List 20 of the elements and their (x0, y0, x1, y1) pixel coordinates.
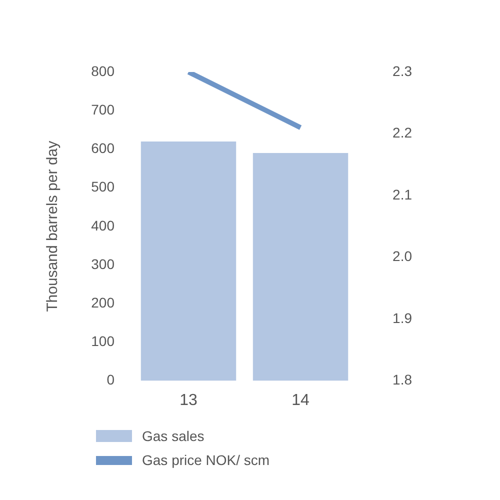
x-tick-label: 14 (292, 392, 310, 409)
y-tick-label: 500 (91, 178, 115, 195)
y-tick-label: 400 (91, 217, 115, 234)
y-tick-label: 800 (91, 62, 115, 79)
y-tick-label: 700 (91, 101, 115, 118)
y2-tick-label: 2.2 (392, 124, 412, 141)
y2-tick-label: 1.8 (392, 372, 412, 388)
y2-tick-label: 2.3 (392, 62, 412, 79)
y-tick-label: 100 (91, 333, 115, 350)
y-tick-label: 0 (106, 372, 115, 388)
y-tick-label: 300 (91, 256, 115, 272)
legend-label: Gas price NOK/ scm (142, 452, 270, 468)
legend-label: Gas sales (142, 428, 204, 444)
y-tick-label: 200 (91, 294, 115, 310)
y2-tick-label: 2.0 (392, 248, 412, 264)
y-axis-title: Thousand barrels per day (44, 140, 62, 312)
x-tick-label: 13 (180, 392, 198, 409)
y2-tick-label: 1.9 (392, 310, 412, 326)
y-tick-label: 600 (91, 140, 115, 156)
y2-tick-label: 2.1 (392, 186, 412, 202)
